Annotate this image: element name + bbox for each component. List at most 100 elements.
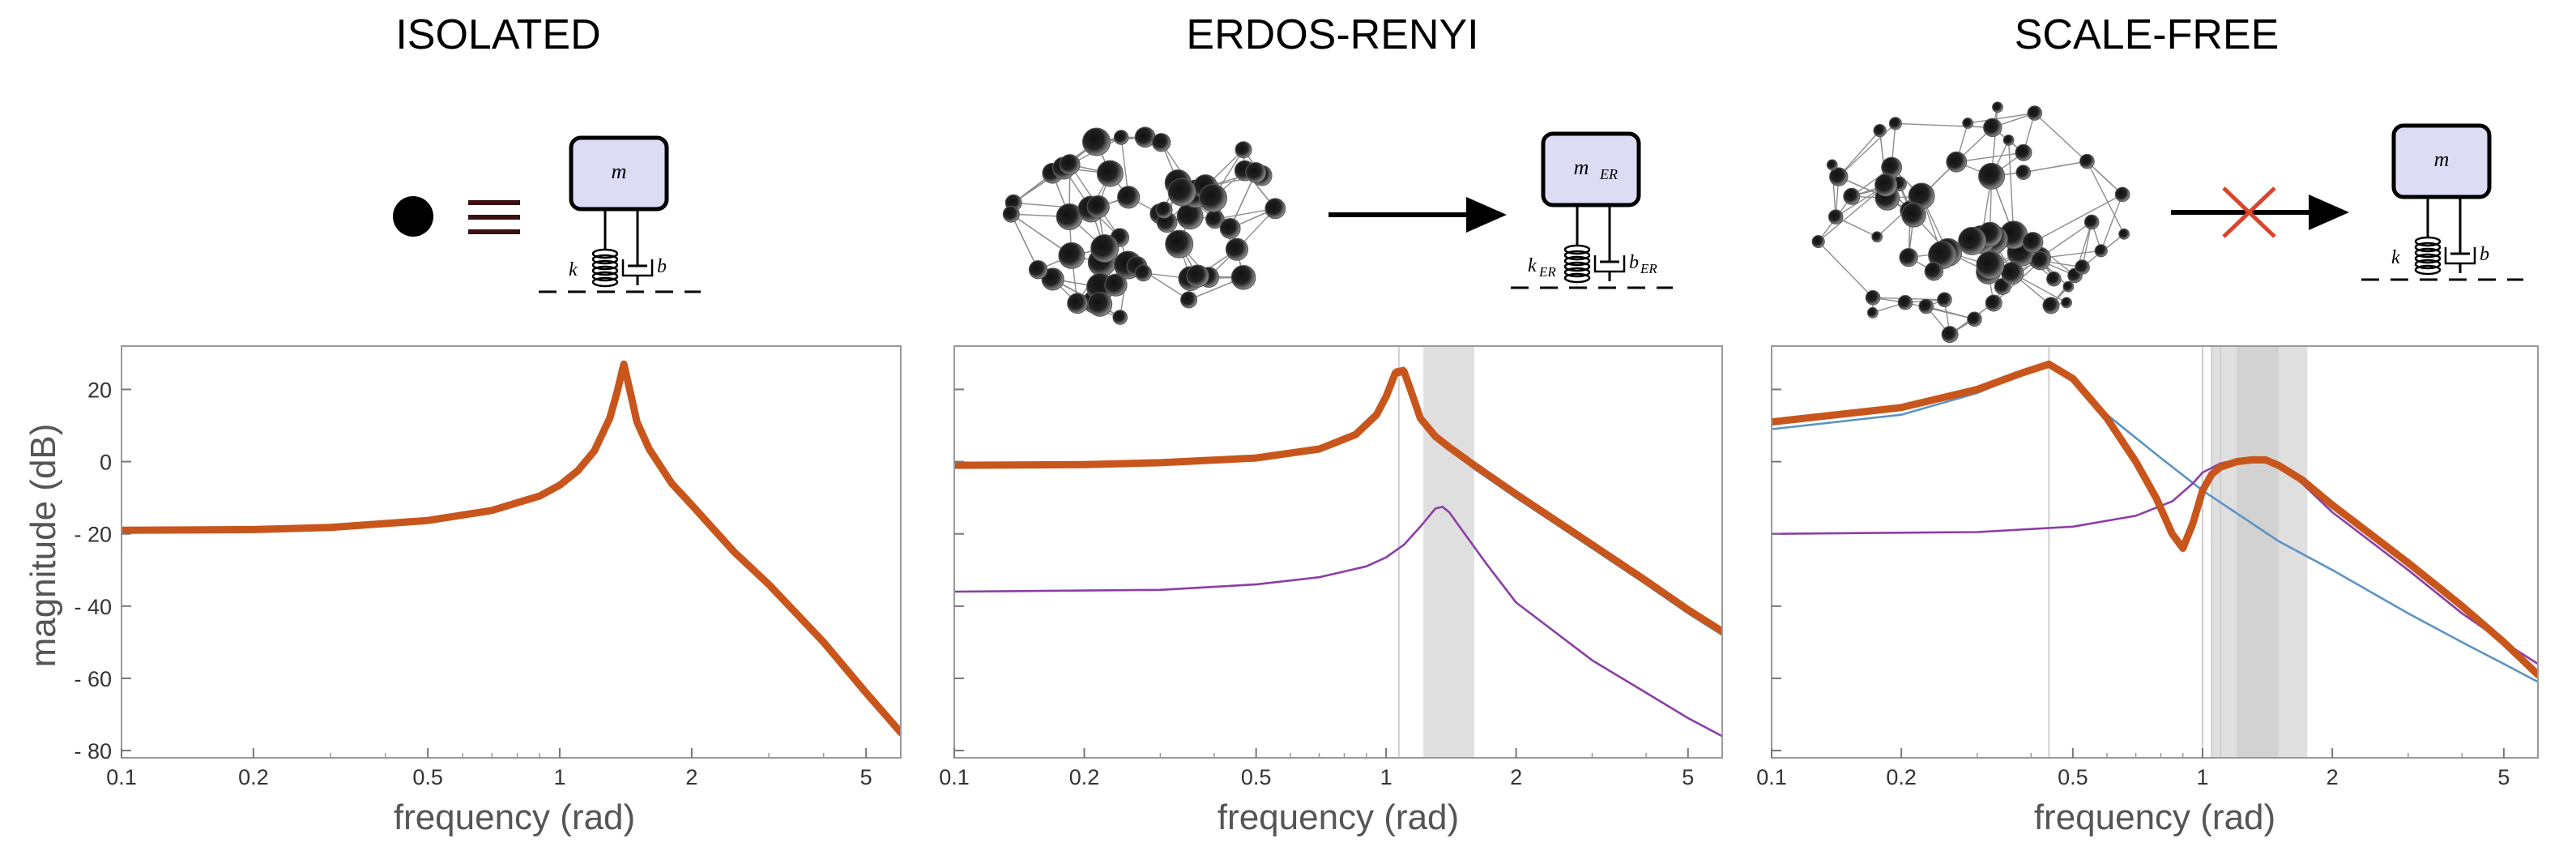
series-line: [954, 367, 1722, 635]
network-node: [1151, 133, 1171, 152]
network-node: [1086, 195, 1110, 219]
network-node: [1826, 159, 1838, 171]
network-node: [1180, 291, 1198, 309]
title-erdos-renyi: ERDOS-RENYI: [1186, 11, 1478, 58]
mass-block: [1541, 131, 1641, 207]
x-tick-label: 1: [553, 765, 565, 789]
title-scale-free: SCALE-FREE: [2015, 11, 2280, 58]
title-isolated: ISOLATED: [395, 11, 600, 58]
mass-block: [569, 135, 669, 212]
x-tick-label: 0.2: [1069, 765, 1100, 789]
network-node: [1058, 242, 1085, 269]
spring-label: k: [2391, 247, 2400, 268]
network-node: [1225, 237, 1248, 261]
network-node: [1081, 127, 1111, 156]
vlines-layer: [2048, 346, 2222, 758]
y-tick-label: - 80: [74, 739, 112, 763]
series-layer: [954, 366, 1722, 738]
chart-isolated: 0.1 0.2 0.5 1 2 5 20 0 - 20 - 40 - 60 - 80 frequen…: [74, 345, 902, 837]
resonance-band: [2211, 346, 2308, 758]
mass-label: m: [612, 160, 627, 183]
network-node: [1828, 209, 1844, 225]
network-node: [2015, 143, 2032, 161]
x-axis-label: frequency (rad): [1218, 798, 1459, 837]
mass-block: [2391, 123, 2492, 199]
spring-subscript: ER: [1538, 264, 1556, 280]
network-node: [1976, 250, 2005, 280]
x-tick-label: 0.2: [238, 765, 269, 789]
network-node: [1941, 326, 1959, 344]
network-edge: [2081, 221, 2092, 267]
network-edge: [2086, 160, 2125, 235]
x-tick-label: 2: [1510, 765, 1522, 789]
network-node: [1924, 262, 1944, 281]
x-ticks: 0.1 0.2 0.5 1 2 5: [106, 748, 872, 789]
damper-label: b: [2480, 244, 2489, 265]
network-node: [1219, 217, 1241, 239]
spring-icon: [591, 248, 619, 288]
network-node: [1235, 141, 1252, 159]
network-node: [2079, 153, 2095, 169]
network-node: [2027, 105, 2043, 121]
spring-label: k: [1528, 255, 1537, 276]
x-tick-label: 0.1: [106, 765, 137, 789]
chart-scale-free: 0.1 0.2 0.5 1 2 5 frequency (rad): [1756, 345, 2539, 837]
mass-spring-damper-isolated: m k b: [539, 135, 701, 293]
damper-label: b: [657, 256, 667, 277]
network-node: [1811, 234, 1825, 249]
network-node: [1899, 247, 1918, 267]
spring-icon: [2414, 236, 2442, 276]
network-node: [2094, 244, 2108, 258]
network-node: [1087, 292, 1113, 317]
mass-subscript: ER: [1599, 166, 1618, 182]
network-node: [1265, 198, 1286, 220]
network-edge: [2034, 113, 2123, 195]
y-axis-label: magnitude (dB): [23, 424, 63, 668]
network-edge: [1818, 241, 1874, 298]
plot-frame: [1771, 345, 2539, 759]
network-node: [1155, 201, 1173, 219]
network-node: [1028, 260, 1048, 280]
mass-label: m: [1574, 156, 1589, 179]
bands-layer: [2211, 346, 2308, 758]
network-node: [2075, 259, 2090, 275]
y-tick-label: 0: [100, 451, 112, 475]
blocked-arrow-icon: [2171, 186, 2349, 238]
network-node: [2061, 297, 2072, 309]
network-node: [2118, 228, 2130, 240]
network-node: [1002, 205, 1020, 223]
plot-frame: [121, 345, 902, 759]
network-node: [1871, 231, 1883, 243]
x-tick-label: 0.5: [412, 765, 443, 789]
network-node: [1186, 264, 1209, 288]
network-node: [2031, 251, 2050, 271]
x-tick-label: 0.2: [1886, 765, 1917, 789]
network-edge: [1956, 152, 2024, 163]
network-node: [2114, 186, 2130, 203]
scale-free-network-icon: [1811, 101, 2130, 344]
network-node: [1245, 162, 1267, 183]
spring-icon: [1563, 244, 1591, 284]
network-node: [1967, 311, 1982, 327]
network-node: [1983, 118, 2002, 138]
network-node: [1117, 186, 1141, 209]
x-ticks: 0.1 0.2 0.5 1 2 5: [1756, 748, 2510, 789]
network-node: [2062, 280, 2075, 293]
damper-label: b: [1629, 252, 1639, 273]
network-node: [1874, 173, 1898, 197]
network-node: [1865, 289, 1881, 306]
network-node: [1958, 226, 1987, 255]
mass-spring-damper-sf: m k b: [2361, 123, 2523, 281]
x-axis-label: frequency (rad): [394, 798, 635, 837]
network-node: [1041, 267, 1064, 291]
series-layer: [1772, 360, 2538, 683]
network-edge: [1838, 130, 1881, 177]
x-tick-label: 0.5: [1241, 765, 1272, 789]
y-ticks: 20 0 - 20 - 40 - 60 - 80: [74, 378, 131, 763]
network-node: [1104, 273, 1128, 297]
network-node: [2022, 232, 2044, 253]
network-node: [2046, 271, 2062, 287]
x-tick-label: 5: [860, 765, 872, 789]
x-axis-label: frequency (rad): [2034, 798, 2275, 837]
network-edge: [1895, 122, 1993, 129]
